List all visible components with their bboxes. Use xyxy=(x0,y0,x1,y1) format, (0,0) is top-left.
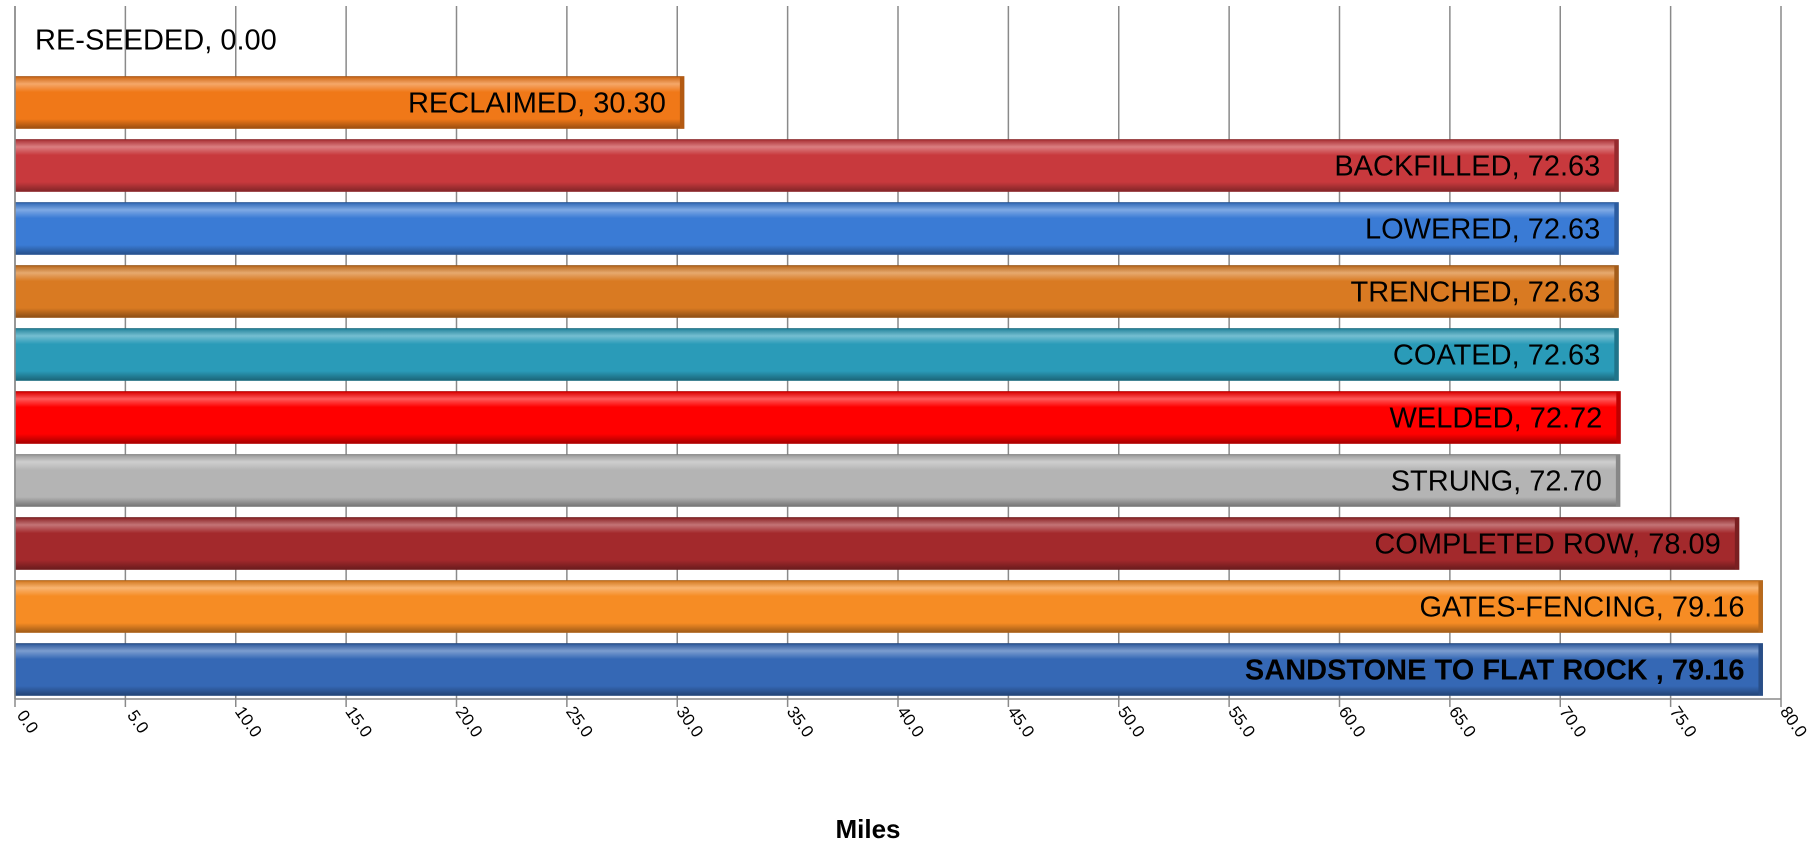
x-tick-label: 0.0 xyxy=(13,707,42,737)
bar-end-bevel xyxy=(1614,328,1619,381)
bar-data-label: RECLAIMED, 30.30 xyxy=(408,88,666,120)
bar: LOWERED, 72.63 xyxy=(14,202,1619,255)
bar: RE-SEEDED, 0.00 xyxy=(35,25,277,57)
bar-end-bevel xyxy=(1758,580,1763,633)
x-tick-label: 45.0 xyxy=(1004,703,1039,741)
bar-end-bevel xyxy=(1614,265,1619,318)
bar-end-bevel xyxy=(1614,139,1619,192)
bar: WELDED, 72.72 xyxy=(14,391,1621,444)
bar: GATES-FENCING, 79.16 xyxy=(14,580,1763,633)
x-tick-label: 50.0 xyxy=(1114,703,1149,741)
bar-end-bevel xyxy=(1616,391,1621,444)
bar-data-label: WELDED, 72.72 xyxy=(1390,403,1603,435)
x-tick-label: 60.0 xyxy=(1335,703,1370,741)
x-tick-label: 30.0 xyxy=(672,703,707,741)
x-tick-label: 75.0 xyxy=(1666,703,1701,741)
x-tick-label: 15.0 xyxy=(341,703,376,741)
bar: SANDSTONE TO FLAT ROCK , 79.16 xyxy=(14,643,1763,696)
bar: BACKFILLED, 72.63 xyxy=(14,139,1619,192)
bar: RECLAIMED, 30.30 xyxy=(14,76,685,129)
bar-data-label: RE-SEEDED, 0.00 xyxy=(35,25,277,57)
x-tick-label: 65.0 xyxy=(1445,703,1480,741)
bar-rect xyxy=(14,454,1621,507)
bar-data-label: COMPLETED ROW, 78.09 xyxy=(1374,529,1721,561)
bars: RE-SEEDED, 0.00 RECLAIMED, 30.30 BACKFILLE… xyxy=(14,25,1763,696)
bar-data-label: TRENCHED, 72.63 xyxy=(1350,277,1600,309)
bar-end-bevel xyxy=(679,76,684,129)
x-axis-title: Miles xyxy=(835,814,900,843)
bar-rect xyxy=(14,391,1621,444)
bar: TRENCHED, 72.63 xyxy=(14,265,1619,318)
x-tick-label: 10.0 xyxy=(231,703,266,741)
x-tick-label: 55.0 xyxy=(1224,703,1259,741)
bar-rect xyxy=(14,76,685,129)
bar-data-label: BACKFILLED, 72.63 xyxy=(1334,151,1600,183)
bar-end-bevel xyxy=(1614,202,1619,255)
x-tick-label: 5.0 xyxy=(123,707,152,737)
bar-data-label: COATED, 72.63 xyxy=(1393,340,1600,372)
x-tick-label: 80.0 xyxy=(1776,703,1811,741)
bar-data-label: LOWERED, 72.63 xyxy=(1365,214,1600,246)
x-tick-label: 70.0 xyxy=(1555,703,1590,741)
bar-end-bevel xyxy=(1758,643,1763,696)
bar-rect xyxy=(14,328,1619,381)
bar-data-label: STRUNG, 72.70 xyxy=(1391,466,1602,498)
x-tick-label: 20.0 xyxy=(452,703,487,741)
bar-rect xyxy=(14,580,1763,633)
bar: COMPLETED ROW, 78.09 xyxy=(14,517,1740,570)
bar-data-label: GATES-FENCING, 79.16 xyxy=(1419,592,1744,624)
bar: STRUNG, 72.70 xyxy=(14,454,1621,507)
x-tick-label: 25.0 xyxy=(562,703,597,741)
x-tick-label: 40.0 xyxy=(893,703,928,741)
bar-end-bevel xyxy=(1734,517,1739,570)
bar-end-bevel xyxy=(1615,454,1620,507)
x-tick-label: 35.0 xyxy=(783,703,818,741)
bar-data-label: SANDSTONE TO FLAT ROCK , 79.16 xyxy=(1245,655,1745,687)
bar-rect xyxy=(14,643,1763,696)
bar: COATED, 72.63 xyxy=(14,328,1619,381)
